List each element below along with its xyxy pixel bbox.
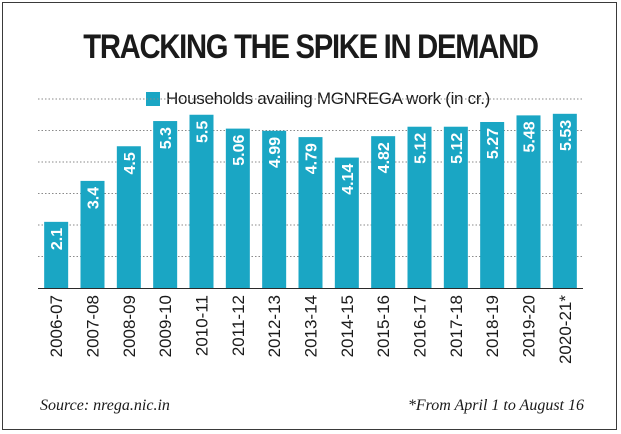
x-tick-label: 2012-13 [265,295,284,357]
value-label: 5.5 [195,121,212,143]
x-tick-label: 2019-20 [520,295,539,357]
x-tick-label: 2007-08 [84,295,103,357]
value-label: 3.4 [86,187,103,209]
x-tick-label: 2008-09 [120,295,139,357]
x-tick-label: 2015-16 [374,295,393,357]
value-label: 5.48 [522,121,539,152]
bar-2012-13 [262,130,287,288]
value-label: 4.14 [340,163,357,194]
x-tick-label: 2018-19 [483,295,502,357]
bar-2009-10 [153,121,178,288]
x-tick-label: 2010-11 [193,295,212,356]
x-tick-label: 2013-14 [302,295,321,357]
chart-title: TRACKING THE SPIKE IN DEMAND [83,28,539,66]
x-tick-label: 2020-21* [556,295,575,364]
bar-2006-07 [44,221,69,288]
x-tick-label: 2017-18 [447,295,466,357]
footnote: *From April 1 to August 16 [407,397,584,414]
value-label: 5.53 [558,120,575,151]
bar-2007-08 [80,180,105,288]
value-label: 5.27 [485,128,502,159]
bar-2017-18 [443,126,468,288]
value-label: 4.79 [304,143,321,174]
value-label: 2.1 [49,228,66,250]
bar-2016-17 [407,126,432,288]
legend-label: Households availing MGNREGA work (in cr.… [166,89,491,108]
value-label: 4.5 [122,152,139,174]
value-label: 4.99 [267,137,284,168]
bar-2010-11 [189,114,214,288]
value-label: 4.82 [376,142,393,173]
x-tick-label: 2009-10 [156,295,175,357]
bar-2020-21* [552,113,577,289]
x-tick-label: 2014-15 [338,295,357,357]
legend-swatch [146,92,160,106]
bar-2018-19 [480,121,505,289]
bar-2013-14 [298,137,323,288]
bar-2008-09 [116,146,141,288]
value-label: 5.06 [231,135,248,166]
x-tick-label: 2006-07 [47,295,66,357]
value-label: 5.12 [449,133,466,164]
legend: Households availing MGNREGA work (in cr.… [146,89,490,109]
x-tick-label: 2016-17 [411,295,430,357]
value-label: 5.3 [158,127,175,149]
value-label: 5.12 [413,133,430,164]
source-note: Source: nrega.nic.in [40,397,170,414]
bar-2011-12 [225,128,250,288]
bar-2014-15 [334,157,359,288]
bar-2019-20 [516,115,541,288]
bar-2015-16 [371,136,396,288]
x-tick-label: 2011-12 [229,295,248,356]
